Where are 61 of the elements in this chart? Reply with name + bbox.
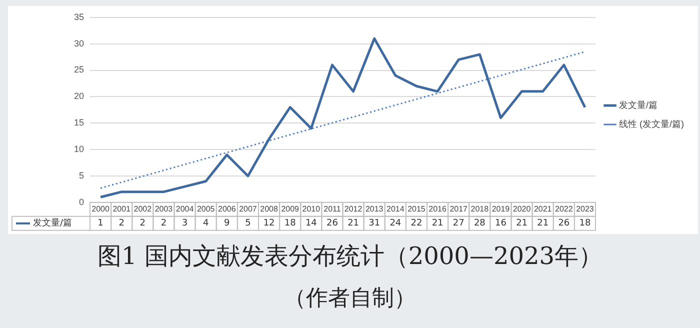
x-tick-label: 2013 — [365, 204, 384, 214]
y-tick-label: 20 — [74, 91, 84, 102]
x-tick-label: 2003 — [154, 204, 174, 214]
data-label: 2 — [118, 218, 124, 229]
x-tick-label: 2007 — [239, 204, 258, 214]
data-label: 14 — [305, 218, 318, 229]
y-tick-label: 30 — [74, 38, 84, 48]
x-tick-label: 2000 — [92, 204, 110, 214]
data-label: 1 — [98, 218, 104, 229]
x-tick-label: 2017 — [450, 204, 468, 214]
data-label: 31 — [368, 218, 380, 229]
data-label: 26 — [326, 218, 338, 229]
x-tick-label: 2008 — [260, 204, 278, 214]
x-tick-label: 2022 — [555, 204, 574, 214]
x-tick-label: 2001 — [112, 204, 132, 214]
y-tick-label: 10 — [74, 144, 84, 154]
data-label: 16 — [495, 218, 507, 229]
data-label: 24 — [390, 218, 402, 229]
data-label: 5 — [245, 218, 251, 229]
x-tick-label: 2005 — [196, 204, 216, 214]
data-label: 4 — [202, 218, 209, 229]
data-label: 18 — [579, 218, 591, 229]
x-tick-label: 2009 — [281, 204, 300, 214]
y-tick-label: 25 — [74, 64, 84, 75]
x-tick-label: 2012 — [344, 204, 363, 214]
x-tick-label: 2016 — [428, 204, 447, 214]
x-tick-label: 2018 — [470, 204, 490, 214]
x-tick-label: 2019 — [492, 204, 510, 214]
text: （作者自制） — [283, 285, 417, 313]
data-label: 21 — [348, 218, 360, 229]
y-tick-label: 15 — [74, 118, 84, 128]
x-tick-label: 2021 — [534, 204, 552, 214]
data-label: 9 — [224, 218, 230, 229]
data-label: 27 — [452, 218, 464, 229]
legend-label: 线性 (发文量/篇) — [619, 118, 684, 129]
data-label: 26 — [558, 218, 570, 229]
data-label: 3 — [182, 218, 188, 229]
x-tick-label: 2011 — [324, 204, 342, 214]
data-label: 22 — [410, 218, 422, 229]
data-label: 2 — [160, 218, 167, 229]
y-tick-label: 0 — [78, 196, 84, 207]
legend-label: 发文量/篇 — [619, 100, 658, 110]
x-tick-label: 2015 — [408, 204, 426, 214]
data-label: 21 — [432, 218, 444, 229]
data-label: 28 — [474, 218, 486, 229]
data-label: 2 — [140, 218, 146, 229]
x-tick-label: 2014 — [386, 204, 405, 214]
x-tick-label: 2002 — [134, 204, 152, 214]
data-label: 18 — [284, 218, 296, 229]
data-label: 21 — [537, 218, 549, 229]
y-tick-label: 35 — [74, 12, 84, 22]
x-tick-label: 2023 — [576, 204, 594, 214]
text: 发文量/篇 — [33, 218, 72, 229]
x-tick-label: 2020 — [512, 204, 532, 214]
data-label: 21 — [516, 218, 528, 229]
text: 图1 国内文献发表分布统计（2000—2023年） — [96, 241, 604, 272]
y-tick-label: 5 — [78, 170, 84, 180]
x-tick-label: 2006 — [218, 204, 236, 214]
x-tick-label: 2004 — [176, 204, 194, 214]
data-label: 12 — [263, 218, 275, 229]
x-tick-label: 2010 — [302, 204, 321, 214]
